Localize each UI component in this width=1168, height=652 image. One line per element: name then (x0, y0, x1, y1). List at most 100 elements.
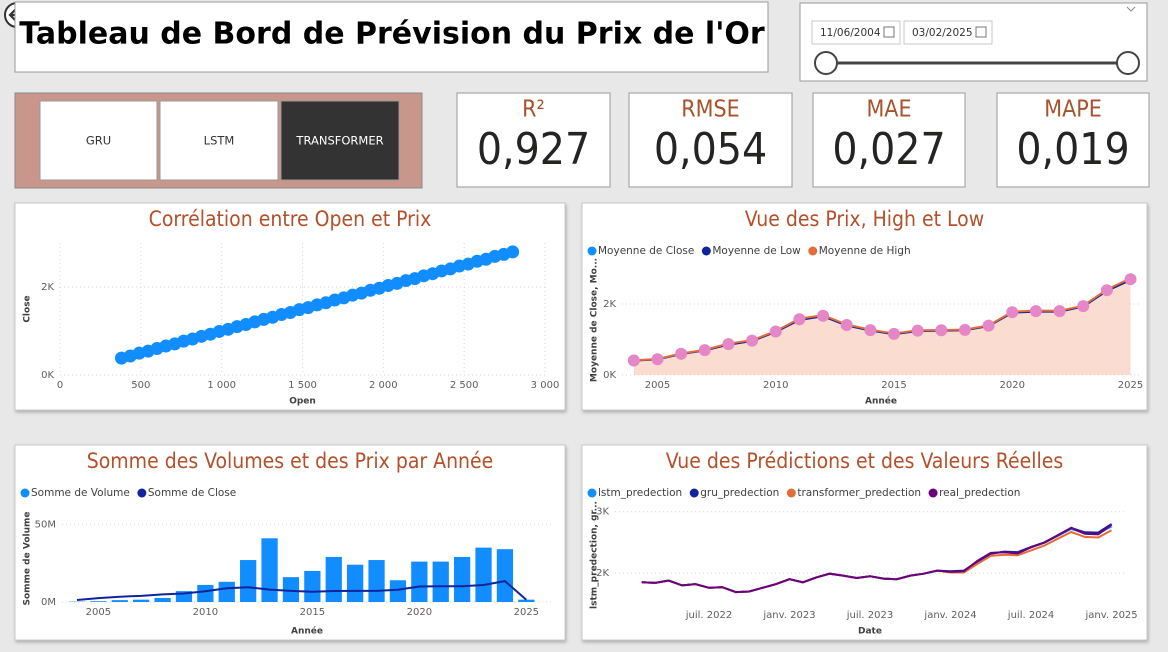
chart: Corrélation entre Open et Prix 0K 2K 0 500 1 … (14, 202, 566, 411)
y-tick-label: 2K (603, 299, 616, 310)
legend-label: Moyenne de Low (712, 245, 801, 257)
calendar-icon[interactable] (883, 26, 895, 38)
point-marker (958, 323, 971, 336)
point-marker (1100, 284, 1113, 297)
x-tick-label: 0 (57, 380, 63, 391)
x-tick-label: janv. 2025 (1084, 610, 1137, 621)
chart-card (14, 444, 566, 641)
title-box (14, 1, 769, 73)
point-marker (1124, 273, 1137, 286)
legend-marker (928, 488, 938, 498)
legend-label: lstm_predection (598, 487, 682, 499)
point-marker (722, 338, 735, 351)
date-input[interactable] (903, 20, 993, 45)
bar (325, 556, 342, 602)
model-button-label[interactable]: GRU (86, 134, 111, 148)
bar (368, 560, 385, 602)
bar (389, 580, 407, 602)
kpi-value: 0,927 (477, 124, 590, 175)
bar (411, 561, 428, 602)
bar (111, 600, 128, 602)
legend-marker (587, 488, 597, 498)
point-marker (840, 318, 853, 331)
start-date-box[interactable]: 11/06/2004 (811, 20, 901, 45)
legend-marker (689, 488, 699, 498)
chart-title: Vue des Prix, High et Low (745, 207, 984, 231)
x-tick-label: 1 000 (207, 380, 236, 391)
calendar-icon[interactable] (975, 26, 987, 38)
chart: Vue des Prix, High et Low 0K 2K 2005 2010 201… (581, 202, 1148, 411)
charts: Corrélation entre Open et Prix 0K 2K 0 500 1 … (14, 202, 1148, 641)
model-button[interactable] (39, 100, 158, 181)
area (633, 279, 1131, 375)
point-marker (888, 327, 901, 340)
x-axis-label: Année (865, 396, 897, 407)
point-marker (911, 324, 924, 337)
start-date[interactable]: 11/06/2004 (820, 27, 881, 39)
x-tick-label: juil. 2024 (1007, 610, 1054, 621)
legend-marker (808, 246, 818, 256)
y-tick-label: 3K (596, 507, 609, 518)
legend-label: Moyenne de Close (598, 245, 694, 257)
bar (175, 591, 193, 602)
bar (240, 560, 257, 602)
chart-card (581, 202, 1148, 411)
chart-title: Somme des Volumes et des Prix par Année (87, 449, 494, 473)
model-buttons: GRU LSTM TRANSFORMER (39, 100, 400, 181)
point-marker (1029, 305, 1042, 318)
date-input[interactable] (811, 20, 901, 45)
model-button-label[interactable]: TRANSFORMER (295, 134, 383, 148)
slider-handle[interactable] (814, 51, 838, 75)
kpi-label: MAE (866, 97, 911, 123)
slider-handle[interactable] (1116, 51, 1140, 75)
point-marker (1077, 300, 1090, 313)
point-marker (627, 354, 640, 367)
x-tick-label: 1 500 (288, 380, 317, 391)
series-line (633, 277, 1131, 362)
x-tick-label: 2010 (763, 380, 788, 391)
chart-title: Corrélation entre Open et Prix (149, 207, 432, 231)
kpi-label: RMSE (681, 97, 739, 123)
point-marker (769, 325, 782, 338)
model-button[interactable] (280, 100, 400, 181)
point-marker (793, 313, 806, 326)
x-tick-label: 2015 (881, 380, 906, 391)
point-marker (746, 334, 759, 347)
chart-title: Vue des Prédictions et des Valeurs Réell… (666, 449, 1063, 473)
x-tick-label: 2 000 (369, 380, 398, 391)
x-axis-label: Année (291, 626, 323, 637)
slicer-chevron[interactable] (1126, 6, 1136, 12)
kpi-value: 0,019 (1016, 124, 1129, 175)
point-marker (864, 324, 877, 337)
kpi-card (456, 92, 611, 188)
kpi-value: 0,054 (654, 124, 767, 175)
y-tick-label: 0K (41, 370, 54, 381)
kpi-label: MAPE (1044, 97, 1102, 123)
model-button[interactable] (159, 100, 279, 181)
y-tick-label: 2K (41, 282, 54, 293)
y-axis-label: Moyenne de Close, Mo... (590, 258, 600, 382)
x-tick-label: 2005 (86, 607, 111, 618)
legend-label: Moyenne de High (819, 245, 911, 257)
legend-label: gru_predection (700, 487, 779, 499)
bar (475, 547, 492, 602)
x-tick-label: 3 000 (531, 380, 560, 391)
x-tick-label: 2010 (193, 607, 218, 618)
legend-label: real_predection (939, 487, 1020, 499)
chart-card (581, 444, 1148, 641)
bar (218, 581, 235, 602)
bar (454, 556, 471, 602)
end-date[interactable]: 03/02/2025 (912, 27, 973, 39)
point-marker (982, 319, 995, 332)
x-tick-label: 2005 (645, 380, 670, 391)
point-marker (698, 344, 711, 357)
legend-label: Somme de Close (148, 487, 236, 499)
bar (518, 599, 535, 602)
x-tick-label: juil. 2023 (846, 610, 893, 621)
model-button-label[interactable]: LSTM (204, 134, 235, 148)
end-date-box[interactable]: 03/02/2025 (903, 20, 993, 45)
legend-marker (137, 488, 147, 498)
